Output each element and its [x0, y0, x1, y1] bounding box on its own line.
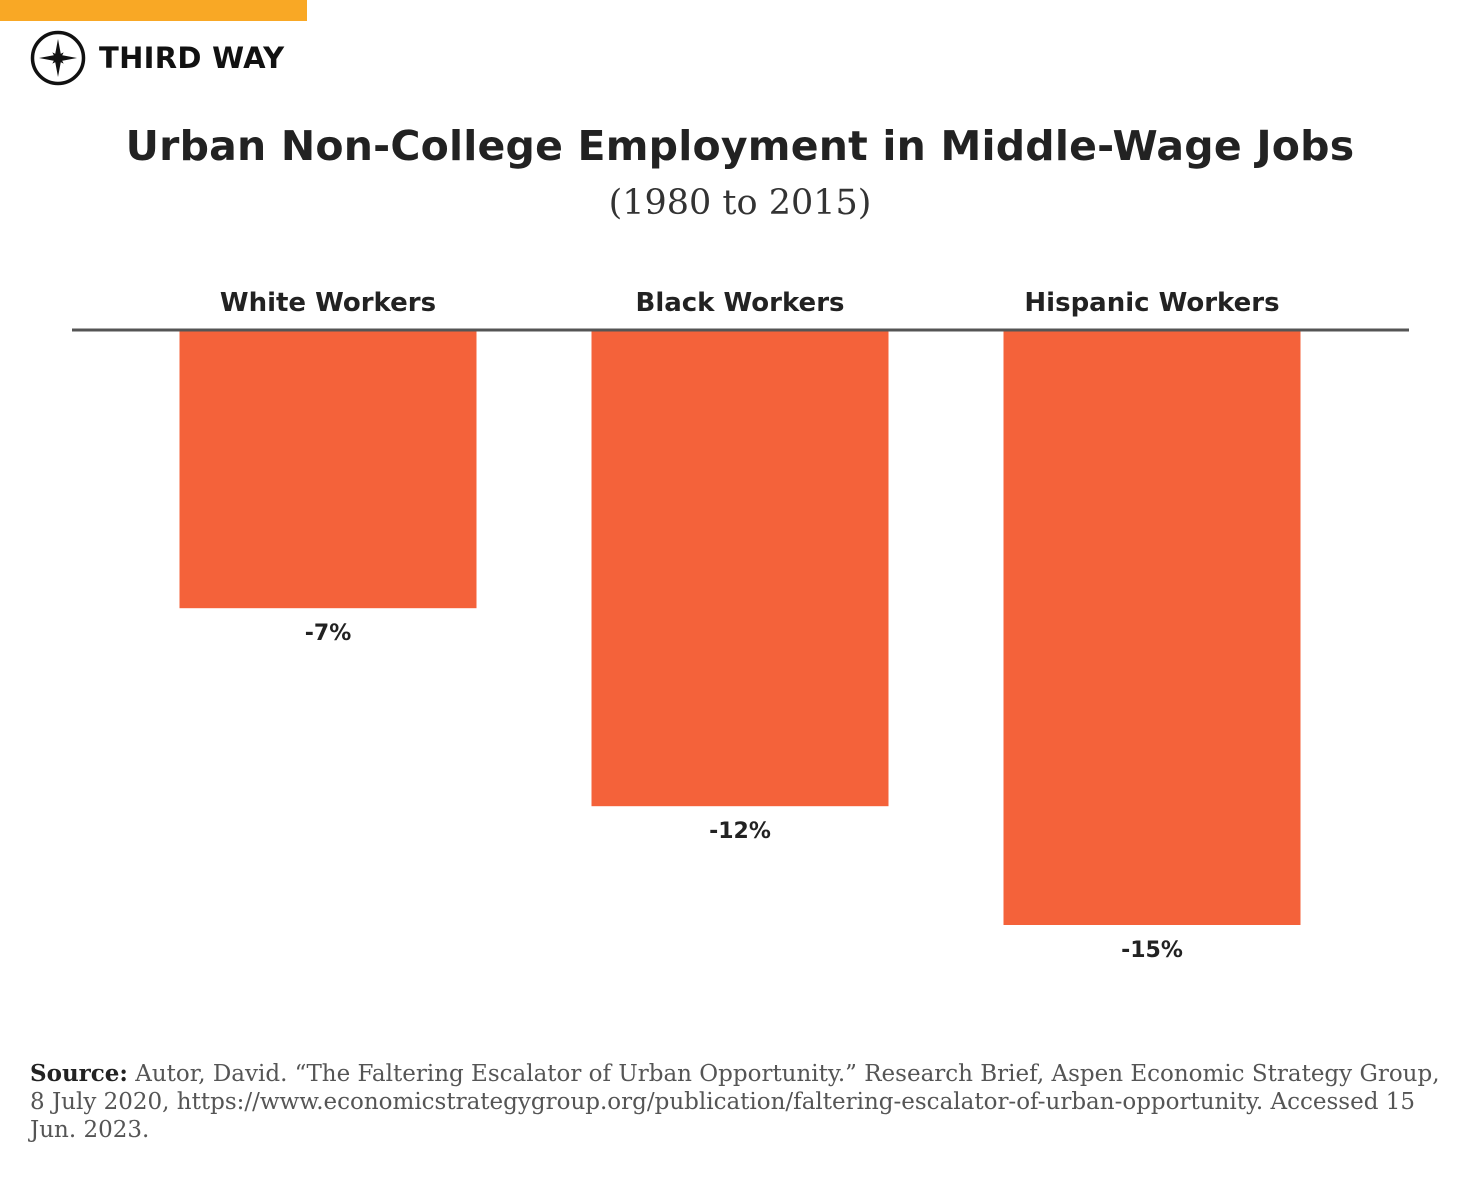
- data-label: -15%: [1121, 938, 1183, 963]
- data-label: -7%: [305, 621, 351, 646]
- bar-white-workers[interactable]: [179, 331, 477, 609]
- category-label: Black Workers: [636, 288, 845, 318]
- category-label: White Workers: [220, 288, 436, 318]
- source-label: Source:: [30, 1060, 128, 1087]
- source-note: Source: Autor, David. “The Faltering Esc…: [30, 1060, 1450, 1144]
- chart-title: Urban Non-College Employment in Middle-W…: [125, 122, 1355, 170]
- brand-accent-bar: [0, 0, 307, 21]
- compass-star-icon: [30, 30, 86, 86]
- brand-name: THIRD WAY: [99, 41, 285, 75]
- data-label: -12%: [709, 819, 771, 844]
- source-text: Autor, David. “The Faltering Escalator o…: [30, 1061, 1440, 1143]
- chart-subtitle: (1980 to 2015): [608, 183, 872, 223]
- bar-hispanic-workers[interactable]: [1003, 331, 1301, 925]
- third-way-logo[interactable]: THIRD WAY: [30, 30, 284, 86]
- bar-black-workers[interactable]: [591, 331, 889, 807]
- category-label: Hispanic Workers: [1024, 288, 1279, 318]
